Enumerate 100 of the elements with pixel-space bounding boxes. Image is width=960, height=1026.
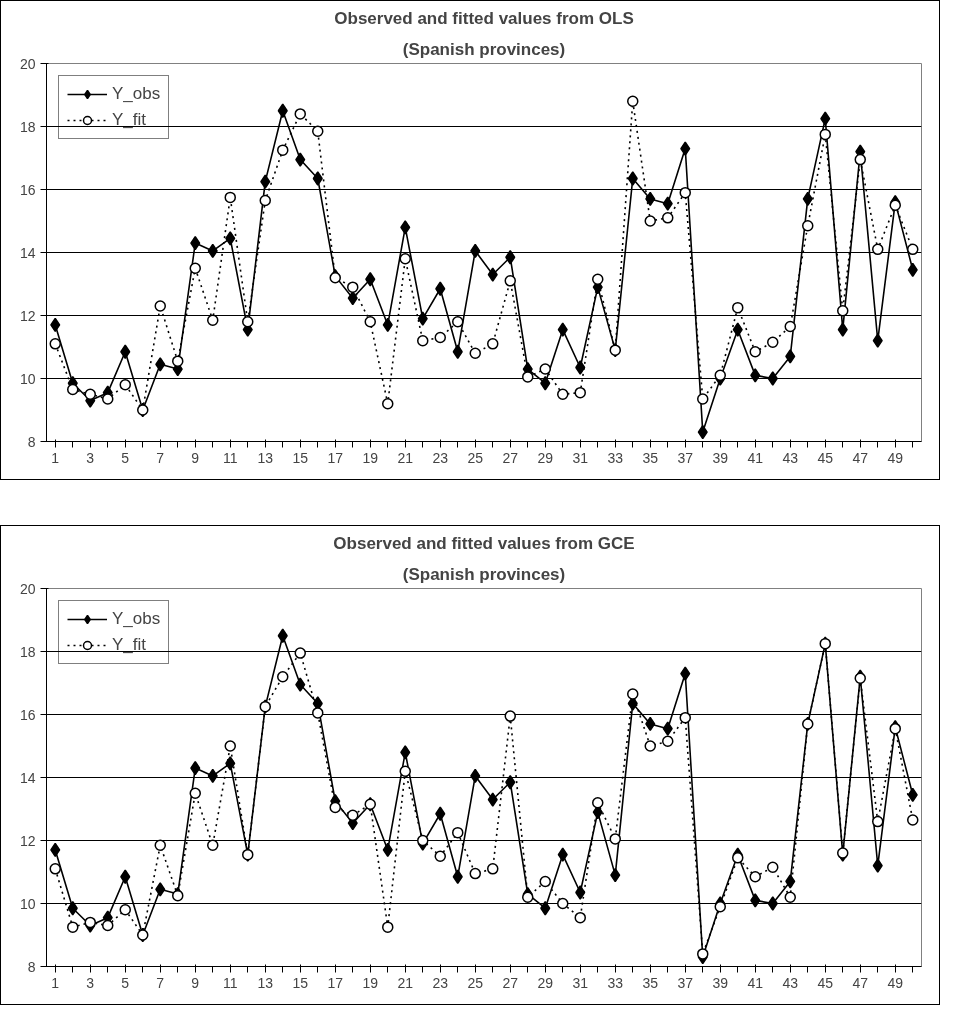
x-tick-label: 9	[191, 974, 200, 991]
point	[767, 371, 778, 386]
chart-title: Observed and fitted values from OLS	[334, 8, 634, 28]
x-tick-label: 13	[257, 974, 274, 991]
x-tick-label: 33	[607, 449, 624, 466]
y-tick-label: 10	[19, 370, 36, 387]
y-tick-label: 20	[19, 580, 36, 597]
y-tick-label: 20	[19, 55, 36, 72]
point	[662, 721, 673, 736]
x-tick-label: 15	[292, 449, 309, 466]
chart-subtitle: (Spanish provinces)	[402, 564, 566, 584]
point	[609, 833, 621, 845]
x-tick-label: 1	[51, 449, 60, 466]
x-tick-label: 25	[467, 449, 484, 466]
point	[242, 316, 254, 328]
point	[644, 215, 656, 227]
point	[539, 875, 551, 888]
legend-label: Y_fit	[112, 110, 147, 130]
point	[155, 882, 166, 897]
y-tick-label: 18	[19, 118, 36, 135]
point	[67, 921, 79, 933]
point	[294, 647, 306, 659]
point	[575, 360, 586, 375]
point	[662, 735, 674, 748]
point	[732, 322, 743, 337]
point	[435, 281, 446, 296]
point	[417, 334, 429, 347]
point	[557, 388, 569, 400]
x-tick-label: 33	[607, 974, 624, 991]
x-tick-label: 41	[747, 449, 764, 466]
point	[487, 792, 498, 807]
point	[154, 300, 166, 312]
point	[347, 281, 359, 293]
point	[154, 839, 166, 851]
point	[767, 336, 779, 349]
point	[382, 921, 394, 933]
point	[627, 688, 639, 700]
x-tick-label: 3	[86, 449, 95, 466]
point	[785, 349, 796, 364]
y-tick-label: 14	[19, 244, 36, 261]
y-tick-label: 8	[27, 958, 36, 975]
point	[224, 191, 236, 204]
point	[207, 839, 219, 851]
x-tick-label: 45	[817, 449, 834, 466]
point	[312, 707, 324, 719]
x-tick-label: 21	[397, 974, 414, 991]
point	[364, 316, 376, 328]
point	[452, 826, 464, 839]
point	[487, 863, 499, 875]
x-tick-label: 27	[502, 449, 519, 466]
point	[750, 893, 761, 908]
point	[522, 891, 534, 903]
x-tick-label: 13	[257, 449, 274, 466]
point	[872, 858, 883, 873]
x-tick-label: 41	[747, 974, 764, 991]
chart-title: Observed and fitted values from GCE	[333, 533, 635, 553]
point	[277, 628, 288, 643]
x-tick-label: 7	[156, 974, 165, 991]
point	[225, 756, 236, 771]
x-tick-label: 23	[432, 449, 449, 466]
point	[522, 371, 534, 383]
x-tick-label: 43	[782, 974, 799, 991]
x-tick-label: 31	[572, 974, 589, 991]
point	[574, 386, 586, 399]
point	[119, 379, 131, 391]
x-tick-label: 43	[782, 449, 799, 466]
point	[592, 796, 604, 809]
point	[294, 108, 306, 120]
point	[662, 212, 674, 224]
point	[837, 322, 848, 337]
point	[452, 869, 463, 884]
point	[574, 911, 586, 924]
point	[102, 393, 114, 405]
point	[749, 870, 761, 883]
point	[557, 322, 568, 337]
x-tick-label: 29	[537, 449, 554, 466]
point	[49, 338, 61, 350]
point	[399, 253, 411, 265]
point	[295, 152, 306, 167]
point	[627, 171, 638, 186]
point	[49, 863, 61, 875]
point	[487, 338, 499, 350]
legend-label: Y_obs	[112, 84, 161, 104]
y-tick-label: 16	[19, 706, 36, 723]
x-tick-label: 7	[156, 449, 165, 466]
point	[679, 186, 691, 199]
point	[452, 344, 463, 359]
x-tick-label: 17	[327, 974, 344, 991]
point	[224, 740, 236, 752]
point	[854, 153, 866, 166]
point	[435, 806, 446, 821]
point	[259, 194, 271, 207]
y-tick-label: 12	[19, 832, 36, 849]
point	[872, 815, 884, 828]
x-tick-label: 45	[817, 974, 834, 991]
point	[434, 331, 446, 344]
x-tick-label: 37	[677, 449, 694, 466]
point	[732, 852, 744, 864]
y-tick-label: 12	[19, 307, 36, 324]
point	[400, 745, 411, 760]
